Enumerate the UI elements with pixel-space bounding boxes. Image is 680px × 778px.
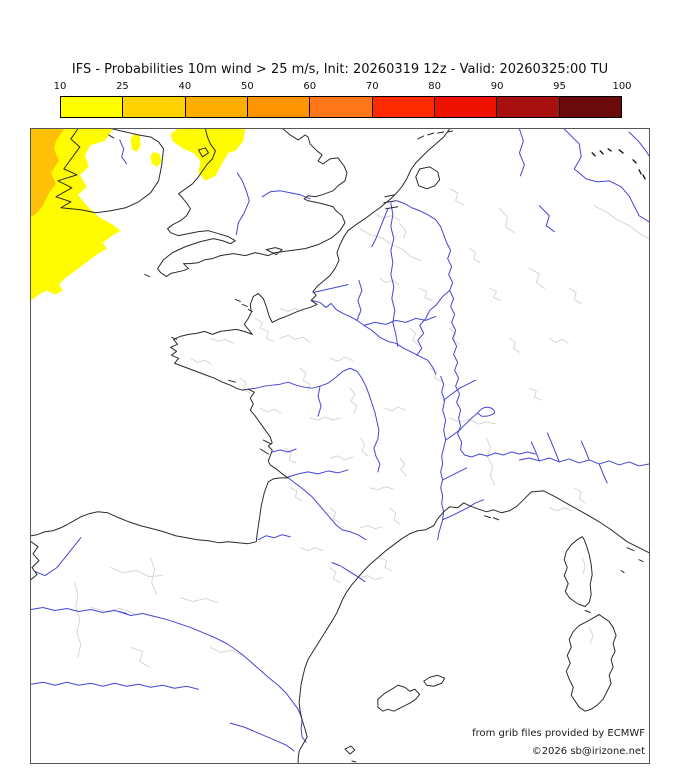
europe-map-svg [31,129,649,763]
colorbar-segment-5 [310,97,373,117]
coast-ijsselmeer [415,166,441,190]
coast-ireland [55,129,165,214]
colorbar-tick-25: 25 [116,81,129,92]
coast-isle-of-wight [265,247,283,256]
river-rhine [396,200,536,458]
shade-region-nw-corner [31,129,64,217]
shade-region-irish-sea [170,129,246,181]
colorbar-tick-80: 80 [428,81,442,92]
colorbar-tick-10: 10 [53,81,67,92]
river-aude [331,562,366,583]
colorbar-tick-100: 100 [612,81,632,92]
colorbar-tick-40: 40 [178,81,192,92]
coast-anglesey [197,147,209,158]
river-meuse [390,202,399,347]
colorbar-tick-90: 90 [490,81,504,92]
river-dordogne [287,469,349,478]
colorbar-segment-6 [372,97,435,117]
coast-great-britain [157,129,348,278]
coast-mediterranean [297,490,649,763]
river-isere [442,467,468,481]
river-weser [563,129,649,223]
river-thames [261,190,311,200]
coastlines-layer [31,129,649,763]
river-tajo [31,681,199,690]
admin-borders-layer [74,188,649,668]
page-title: IFS - Probabilities 10m wind > 25 m/s, I… [71,62,609,77]
coast-small-islands [108,130,644,613]
river-garonne [287,477,367,541]
colorbar-segment-1 [61,97,124,117]
river-adour [257,534,291,541]
river-jucar [229,722,295,752]
river-duero [31,606,128,614]
shade-region-atlantic [31,129,121,301]
river-somme [312,284,349,293]
river-mino [34,537,82,577]
river-marne [363,315,437,326]
colorbar-segment-4 [247,97,311,117]
coast-mallorca [377,684,421,712]
lake-geneva [477,406,495,417]
coast-sardinia [565,613,617,712]
river-po [518,457,649,467]
probability-shading-layer [31,129,246,301]
attribution-source: from grib files provided by ECMWF [472,728,645,739]
colorbar-tick-60: 60 [303,81,317,92]
colorbar-segment-3 [185,97,248,117]
small-lakes-marks [591,148,646,180]
river-ebro [118,610,307,743]
river-durance [442,499,485,521]
map-area: from grib files provided by ECMWF ©2026 … [30,128,650,764]
river-ems [518,129,525,177]
coast-continent [31,129,451,545]
river-oise [356,280,363,321]
colorbar-segment-7 [434,97,498,117]
river-seine [311,299,437,375]
river-moselle [416,289,451,356]
river-doubs [443,379,477,401]
river-ireland [119,139,128,165]
colorbar-tick-50: 50 [240,81,254,92]
coast-galicia-rias [31,541,40,581]
river-scheldt [371,208,389,248]
river-severn [235,172,250,236]
attribution-copyright: ©2026 sb@irizone.net [531,746,645,757]
coast-menorca [423,674,446,687]
shade-blob-wicklow [150,151,162,167]
coast-ibiza [344,745,356,755]
probability-colorbar [60,96,622,118]
coast-corsica [563,536,593,607]
colorbar-segment-9 [559,97,621,117]
river-charente [271,448,297,453]
shade-blob-ireland-east [130,133,141,152]
river-saone [440,375,447,441]
colorbar-tick-95: 95 [553,81,566,92]
colorbar-segment-8 [497,97,560,117]
river-loire [247,367,381,473]
river-vienne [317,385,322,417]
colorbar-segment-2 [123,97,186,117]
colorbar-tick-70: 70 [365,81,379,92]
coast-formentera [351,760,357,763]
rivers-layer [31,129,649,752]
